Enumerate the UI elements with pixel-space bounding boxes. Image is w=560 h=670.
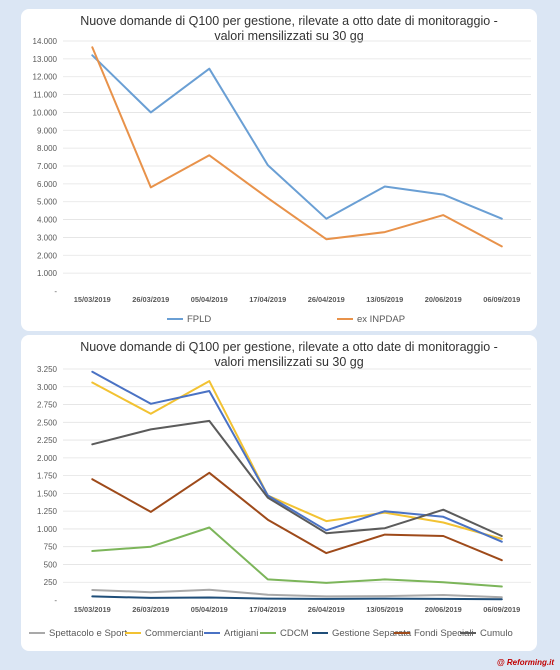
x-tick-label: 26/03/2019 <box>132 295 169 304</box>
chart-title-line: valori mensilizzati su 30 gg <box>214 29 363 43</box>
series-line-cumulo <box>91 419 503 537</box>
x-tick-label: 05/04/2019 <box>191 605 228 614</box>
y-tick-label: 1.000 <box>37 525 58 534</box>
x-tick-label: 26/03/2019 <box>132 605 169 614</box>
y-tick-label: 2.250 <box>37 436 58 445</box>
y-tick-label: 6.000 <box>37 180 58 189</box>
series-line-gestione-separata <box>91 595 503 601</box>
x-tick-label: 20/06/2019 <box>425 605 462 614</box>
series-line-fpld <box>91 54 503 220</box>
legend-label-spettacolo-e-sport: Spettacolo e Sport <box>49 628 128 639</box>
y-tick-label: 250 <box>44 578 58 587</box>
y-tick-label: 7.000 <box>37 162 58 171</box>
legend-label-fondi-speciali: Fondi Speciali <box>414 628 474 639</box>
x-tick-label: 15/03/2019 <box>74 605 111 614</box>
y-tick-label: 2.500 <box>37 418 58 427</box>
y-tick-label: 2.750 <box>37 401 58 410</box>
chart-title-line: Nuove domande di Q100 per gestione, rile… <box>80 340 498 354</box>
series-line-spettacolo-e-sport <box>91 588 503 599</box>
x-tick-label: 17/04/2019 <box>249 295 286 304</box>
series-line-cdcm <box>91 526 503 588</box>
y-tick-label: 2.000 <box>37 454 58 463</box>
y-tick-label: 12.000 <box>33 73 58 82</box>
legend-label-fpld: FPLD <box>187 314 211 325</box>
x-tick-label: 15/03/2019 <box>74 295 111 304</box>
legend-label-ex-inpdap: ex INPDAP <box>357 314 405 325</box>
legend-label-cdcm: CDCM <box>280 628 309 639</box>
y-tick-label: 8.000 <box>37 144 58 153</box>
y-tick-label: 3.000 <box>37 383 58 392</box>
x-tick-label: 26/04/2019 <box>308 605 345 614</box>
x-tick-label: 26/04/2019 <box>308 295 345 304</box>
y-tick-label: 5.000 <box>37 198 58 207</box>
y-tick-label: 9.000 <box>37 126 58 135</box>
y-tick-label: 3.000 <box>37 233 58 242</box>
y-tick-label: 13.000 <box>33 55 58 64</box>
chart-panel-gestioni: Nuove domande di Q100 per gestione, rile… <box>21 335 537 651</box>
chart-title-line: valori mensilizzati su 30 gg <box>214 355 363 369</box>
legend-label-cumulo: Cumulo <box>480 628 513 639</box>
y-tick-label: 11.000 <box>33 91 57 100</box>
y-tick-label: 4.000 <box>37 216 58 225</box>
x-tick-label: 06/09/2019 <box>483 605 520 614</box>
chart-gestioni: Nuove domande di Q100 per gestione, rile… <box>29 340 531 639</box>
y-tick-label: 3.250 <box>37 365 58 374</box>
x-tick-label: 06/09/2019 <box>483 295 520 304</box>
y-tick-label: - <box>54 596 57 605</box>
credit-label: @ Reforming.it <box>496 658 554 667</box>
x-tick-label: 20/06/2019 <box>425 295 462 304</box>
series-line-fondi-speciali <box>91 471 503 562</box>
chart-panel-fpld-inpdap: Nuove domande di Q100 per gestione, rile… <box>21 9 537 331</box>
series-line-ex-inpdap <box>91 46 503 248</box>
series-line-commercianti <box>91 380 503 540</box>
y-tick-label: 1.250 <box>37 507 58 516</box>
y-tick-label: 2.000 <box>37 251 58 260</box>
y-tick-label: 500 <box>44 560 58 569</box>
x-tick-label: 17/04/2019 <box>249 605 286 614</box>
legend-label-commercianti: Commercianti <box>145 628 204 639</box>
chart-title-line: Nuove domande di Q100 per gestione, rile… <box>80 14 498 28</box>
x-tick-label: 05/04/2019 <box>191 295 228 304</box>
x-tick-label: 13/05/2019 <box>366 295 403 304</box>
legend-label-gestione-separata: Gestione Separata <box>332 628 412 639</box>
series-line-artigiani <box>91 370 503 543</box>
y-tick-label: 14.000 <box>33 37 58 46</box>
legend-label-artigiani: Artigiani <box>224 628 258 639</box>
y-tick-label: 1.500 <box>37 489 58 498</box>
y-tick-label: 10.000 <box>33 108 58 117</box>
chart-fpld-inpdap: Nuove domande di Q100 per gestione, rile… <box>33 14 531 325</box>
y-tick-label: - <box>54 287 57 296</box>
y-tick-label: 750 <box>44 543 58 552</box>
x-tick-label: 13/05/2019 <box>366 605 403 614</box>
y-tick-label: 1.000 <box>37 269 58 278</box>
y-tick-label: 1.750 <box>37 472 58 481</box>
